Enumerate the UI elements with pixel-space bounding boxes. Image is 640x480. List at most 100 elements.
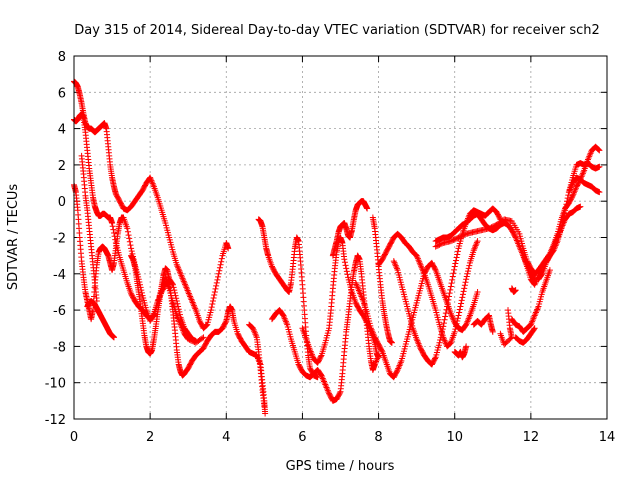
data-point	[563, 201, 570, 208]
data-point	[451, 266, 458, 273]
data-point	[461, 285, 468, 292]
data-point	[453, 320, 460, 327]
data-point	[512, 287, 519, 294]
data-point	[208, 307, 215, 314]
data-point	[393, 368, 400, 375]
data-point	[437, 241, 444, 248]
data-point	[459, 291, 466, 298]
data-point	[564, 198, 571, 205]
data-point	[488, 224, 495, 231]
series-track-9	[268, 252, 382, 404]
data-point	[215, 270, 222, 277]
data-point	[378, 347, 385, 354]
data-point	[452, 326, 459, 333]
data-point	[443, 306, 450, 313]
y-tick-label: 8	[58, 50, 66, 65]
data-point	[174, 300, 181, 307]
data-point	[210, 295, 217, 301]
y-tick-label: -8	[53, 340, 66, 355]
data-point	[452, 260, 459, 267]
data-point	[455, 312, 462, 319]
series-track-10	[329, 198, 371, 259]
series-track-19	[535, 203, 584, 283]
series-track-26	[508, 285, 519, 295]
data-point	[487, 224, 494, 231]
data-marks	[71, 78, 603, 417]
data-point	[222, 319, 229, 326]
data-point	[209, 298, 216, 305]
data-point	[128, 245, 135, 252]
y-tick-label: -6	[53, 304, 66, 319]
data-point	[173, 298, 180, 305]
data-point	[213, 279, 220, 286]
data-point	[449, 276, 456, 283]
data-point	[452, 235, 459, 242]
data-point	[489, 223, 496, 230]
series-track-11	[299, 234, 382, 366]
data-point	[465, 268, 472, 275]
data-point	[199, 335, 206, 342]
data-point	[449, 237, 456, 244]
data-point	[185, 336, 192, 343]
series-track-6	[128, 252, 269, 417]
x-tick-label: 8	[374, 430, 382, 445]
data-point	[446, 290, 453, 297]
series-track-7	[246, 321, 268, 410]
data-point	[531, 325, 538, 332]
data-point	[202, 322, 209, 329]
data-point	[441, 316, 448, 323]
data-point	[211, 288, 218, 295]
data-point	[436, 241, 443, 248]
x-tick-label: 4	[222, 430, 230, 445]
data-point	[451, 263, 458, 270]
y-tick-label: -12	[45, 413, 66, 428]
series-track-13	[352, 259, 481, 381]
data-point	[343, 268, 350, 275]
data-point	[447, 286, 454, 293]
x-tick-label: 2	[146, 430, 154, 445]
data-point	[452, 257, 459, 264]
data-point	[463, 343, 470, 350]
data-point	[343, 265, 350, 272]
data-point	[569, 193, 576, 200]
y-tick-label: 2	[58, 159, 66, 174]
x-axis-label: GPS time / hours	[286, 459, 395, 474]
data-point	[456, 309, 463, 316]
data-point	[496, 215, 503, 222]
data-point	[125, 232, 132, 239]
data-point	[110, 226, 117, 233]
data-point	[596, 163, 603, 170]
data-point	[187, 337, 194, 344]
data-point	[561, 210, 568, 217]
data-point	[546, 267, 553, 274]
data-point	[458, 233, 465, 240]
data-point	[209, 301, 216, 308]
data-point	[432, 243, 439, 250]
data-point	[109, 223, 116, 230]
series-track-3	[71, 111, 207, 346]
data-point	[562, 204, 569, 211]
data-point	[214, 276, 221, 283]
data-point	[460, 288, 467, 295]
data-point	[454, 248, 461, 255]
data-point	[450, 270, 457, 277]
data-point	[565, 192, 572, 199]
series-track-17	[432, 143, 603, 277]
data-point	[485, 225, 492, 232]
data-point	[466, 262, 473, 269]
series-track-14	[375, 230, 481, 350]
data-point	[200, 334, 207, 341]
data-point	[442, 310, 449, 317]
y-tick-label: -4	[53, 268, 66, 283]
data-point	[531, 326, 538, 333]
data-point	[489, 328, 496, 335]
data-point	[460, 232, 467, 239]
series-track-24	[451, 343, 470, 361]
data-point	[213, 282, 220, 289]
series-track-23	[470, 312, 496, 335]
y-axis-label: SDTVAR / TECUs	[6, 184, 21, 291]
data-point	[225, 245, 232, 252]
series-track-25	[497, 307, 515, 348]
data-point	[577, 203, 584, 210]
